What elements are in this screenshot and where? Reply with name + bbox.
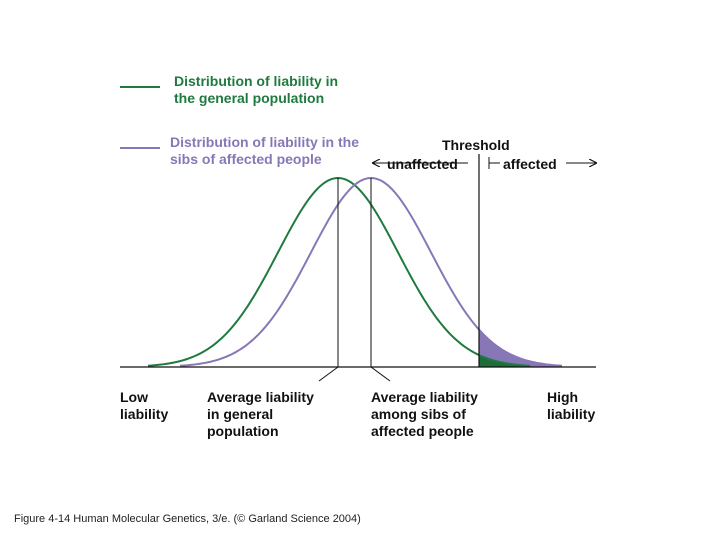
general-mean-pointer (318, 366, 339, 382)
low-liability-label: Low liability (120, 389, 169, 422)
figure-caption: Figure 4-14 Human Molecular Genetics, 3/… (14, 513, 361, 525)
sibs-legend-line (120, 147, 160, 149)
sibs-mean-pointer (370, 366, 391, 382)
general-population-legend-line (120, 86, 160, 88)
unaffected-label: unaffected (387, 156, 458, 172)
threshold-label: Threshold (442, 137, 510, 153)
affected-label: affected (503, 156, 557, 172)
average-sibs-label: Average liability among sibs of affected… (371, 389, 478, 439)
sibs-affected-area (479, 329, 562, 367)
general-affected-area (479, 355, 530, 367)
high-liability-label: High liability (547, 389, 596, 422)
sibs-legend-label: Distribution of liability in the sibs of… (170, 134, 359, 167)
average-general-label: Average liability in general population (207, 389, 314, 439)
general-population-legend-label: Distribution of liability in the general… (174, 73, 339, 106)
general-population-curve (147, 176, 531, 367)
